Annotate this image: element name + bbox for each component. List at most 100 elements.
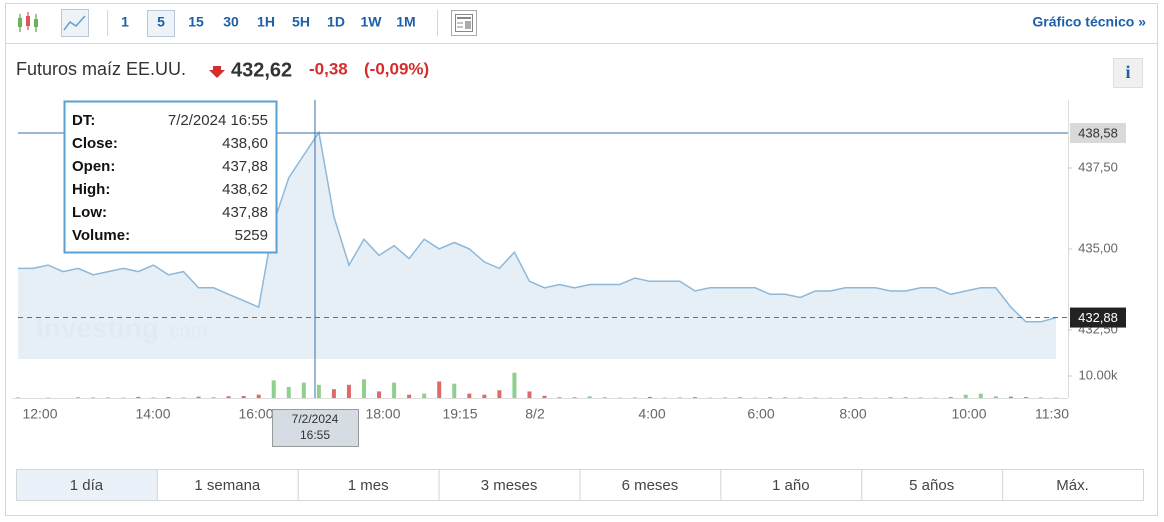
volume-bar bbox=[392, 382, 397, 398]
price-line bbox=[18, 130, 1057, 323]
technical-link[interactable]: Gráfico técnico » bbox=[1032, 14, 1146, 30]
volume-bar bbox=[76, 397, 81, 398]
interval-button[interactable]: 5H bbox=[292, 14, 310, 30]
x-tick-label: 19:15 bbox=[442, 406, 477, 422]
period-label[interactable]: 1 semana bbox=[194, 477, 261, 494]
period-button[interactable] bbox=[1002, 469, 1144, 501]
period-label[interactable]: 6 meses bbox=[622, 477, 679, 494]
news-icon[interactable] bbox=[451, 10, 477, 36]
volume-bar bbox=[1038, 397, 1043, 398]
tooltip-key: Low: bbox=[72, 204, 107, 221]
volume-bar bbox=[587, 396, 592, 398]
period-label[interactable]: 1 año bbox=[772, 477, 810, 494]
x-tick-label: 16:00 bbox=[238, 406, 273, 422]
volume-bar bbox=[542, 395, 547, 398]
tooltip-value: 437,88 bbox=[222, 158, 268, 175]
volume-bar bbox=[256, 394, 261, 398]
volume-bar bbox=[422, 393, 427, 398]
tooltip bbox=[63, 100, 278, 254]
period-button[interactable] bbox=[16, 469, 158, 501]
volume-bar bbox=[452, 383, 457, 398]
crosshair-time-box bbox=[272, 409, 359, 447]
change: -0,38 bbox=[309, 59, 348, 78]
price: 432,62 bbox=[231, 59, 292, 81]
period-label[interactable]: 3 meses bbox=[481, 477, 538, 494]
tooltip-key: DT: bbox=[72, 112, 95, 129]
x-tick-label: 8/2 bbox=[525, 406, 545, 422]
volume-bar bbox=[16, 397, 20, 398]
interval-button[interactable]: 1M bbox=[396, 14, 415, 30]
volume-bar bbox=[437, 381, 442, 398]
x-tick-label: 6:00 bbox=[747, 406, 774, 422]
volume-bar bbox=[377, 391, 382, 398]
tooltip-key: Volume: bbox=[72, 227, 130, 244]
volume-bar bbox=[738, 396, 743, 398]
x-tick-label: 8:00 bbox=[839, 406, 866, 422]
volume-bar bbox=[783, 397, 788, 398]
period-label[interactable]: 1 día bbox=[70, 477, 104, 494]
y-tick-label: 437,50 bbox=[1078, 159, 1118, 174]
volume-bar bbox=[196, 396, 201, 398]
tooltip-value: 5259 bbox=[235, 227, 268, 244]
volume-tick-label: 10.00k bbox=[1078, 367, 1118, 382]
volume-bar bbox=[647, 396, 652, 398]
x-tick-label: 10:00 bbox=[951, 406, 986, 422]
volume-bar bbox=[602, 397, 607, 398]
volume-bar bbox=[813, 397, 818, 398]
instrument-name: Futuros maíz EE.UU. bbox=[16, 59, 186, 79]
volume-bar bbox=[181, 397, 186, 398]
tooltip-value: 7/2/2024 16:55 bbox=[168, 112, 268, 129]
x-tick-label: 14:00 bbox=[135, 406, 170, 422]
line-icon[interactable] bbox=[61, 9, 89, 37]
volume-bar bbox=[106, 397, 111, 398]
candle-icon[interactable] bbox=[18, 12, 38, 32]
info-icon[interactable]: i bbox=[1125, 62, 1130, 82]
volume-bar bbox=[346, 384, 351, 398]
volume-bar bbox=[978, 393, 983, 398]
period-button[interactable] bbox=[720, 469, 863, 501]
x-tick-label: 18:00 bbox=[365, 406, 400, 422]
volume-bar bbox=[527, 391, 532, 398]
period-label[interactable]: 1 mes bbox=[348, 477, 389, 494]
crosshair-value-label: 438,58 bbox=[1078, 125, 1118, 140]
volume-bar bbox=[963, 394, 968, 398]
info-button[interactable] bbox=[1113, 58, 1143, 88]
x-tick-label: 4:00 bbox=[638, 406, 665, 422]
interval-active[interactable] bbox=[147, 10, 175, 37]
crosshair-date: 7/2/2024 bbox=[292, 412, 339, 426]
volume-bar bbox=[151, 397, 156, 398]
period-label[interactable]: Máx. bbox=[1056, 477, 1089, 494]
interval-button[interactable]: 30 bbox=[223, 14, 239, 30]
interval-button[interactable]: 1W bbox=[361, 14, 383, 30]
interval-button[interactable]: 15 bbox=[188, 14, 204, 30]
period-button[interactable] bbox=[579, 469, 722, 501]
interval-button[interactable]: 1 bbox=[121, 14, 129, 30]
frame bbox=[5, 3, 1158, 516]
period-button[interactable] bbox=[438, 469, 581, 501]
volume-bar bbox=[888, 397, 893, 398]
change-percent: (-0,09%) bbox=[364, 59, 429, 78]
period-button[interactable] bbox=[297, 469, 440, 501]
tooltip-key: High: bbox=[72, 181, 110, 198]
interval-button[interactable]: 1H bbox=[257, 14, 275, 30]
period-label[interactable]: 5 años bbox=[909, 477, 954, 494]
volume-bar bbox=[241, 396, 246, 398]
period-button[interactable] bbox=[156, 469, 299, 501]
volume-bar bbox=[286, 387, 291, 398]
volume-bar bbox=[903, 396, 908, 398]
volume-bar bbox=[407, 394, 412, 398]
tooltip-key: Open: bbox=[72, 158, 115, 175]
volume-bar bbox=[858, 397, 863, 398]
interval-button[interactable]: 1D bbox=[327, 14, 345, 30]
volume-bar bbox=[572, 397, 577, 398]
volume-bar bbox=[362, 379, 366, 398]
crosshair-time: 16:55 bbox=[300, 428, 330, 442]
volume-bar bbox=[723, 397, 728, 398]
tooltip-value: 438,60 bbox=[222, 135, 268, 152]
period-button[interactable] bbox=[861, 469, 1004, 501]
volume-bar bbox=[948, 397, 953, 398]
tooltip-value: 438,62 bbox=[222, 181, 268, 198]
interval-button[interactable]: 5 bbox=[157, 14, 165, 30]
y-tick-label: 435,00 bbox=[1078, 240, 1118, 255]
tooltip-key: Close: bbox=[72, 135, 118, 152]
